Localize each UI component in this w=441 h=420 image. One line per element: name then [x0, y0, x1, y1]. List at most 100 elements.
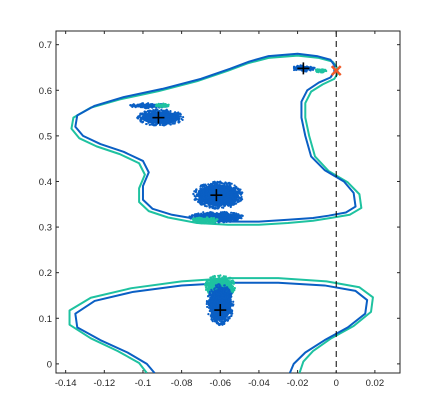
- cluster-point: [204, 183, 207, 186]
- cluster-point: [211, 197, 215, 200]
- cluster-point: [223, 321, 226, 325]
- cluster-point: [204, 281, 208, 285]
- cluster-point: [228, 214, 231, 218]
- cluster-point: [164, 109, 167, 112]
- cluster-point: [221, 214, 224, 217]
- cluster-point: [211, 220, 214, 223]
- point-clusters: [129, 64, 328, 327]
- y-tick-label: 0.5: [39, 131, 52, 142]
- cluster-point: [234, 197, 237, 200]
- cluster-point: [225, 213, 228, 217]
- cluster-point: [216, 214, 219, 217]
- cluster-point: [166, 120, 169, 123]
- cluster-point: [292, 68, 296, 72]
- cluster-point: [232, 218, 235, 221]
- cluster-point: [227, 283, 230, 286]
- cluster-point: [205, 216, 208, 219]
- cluster-point: [211, 320, 214, 323]
- cluster-point: [199, 197, 202, 201]
- cluster-point: [195, 198, 198, 201]
- cluster-point: [228, 220, 232, 223]
- cluster-point: [220, 197, 223, 200]
- cluster-point: [224, 292, 227, 295]
- cluster-point: [230, 282, 233, 285]
- cluster-point: [224, 203, 227, 206]
- cluster-point: [211, 186, 215, 189]
- cluster-point: [218, 214, 222, 218]
- cluster-point: [321, 69, 324, 73]
- cluster-point: [207, 222, 211, 225]
- cluster-point: [208, 291, 211, 294]
- cluster-point: [225, 282, 228, 285]
- cluster-point: [198, 201, 201, 204]
- cluster-point: [226, 190, 229, 193]
- cluster-point: [205, 187, 208, 190]
- cluster-point: [175, 115, 178, 118]
- cluster-point: [164, 102, 167, 106]
- cluster-point: [200, 191, 203, 194]
- cluster-point: [210, 205, 213, 208]
- cluster-point: [214, 310, 217, 313]
- cluster-point: [218, 276, 221, 279]
- cluster-point: [216, 292, 219, 296]
- x-stroke-2: [330, 65, 342, 77]
- cluster-point: [220, 217, 223, 220]
- cluster-point: [203, 220, 206, 223]
- cluster-point: [222, 288, 226, 291]
- cluster-point: [232, 280, 235, 284]
- cluster-point: [221, 295, 225, 299]
- cluster-point: [147, 102, 150, 105]
- cluster-point: [230, 217, 233, 220]
- cluster-point: [233, 200, 237, 203]
- cluster-point: [214, 303, 217, 306]
- cluster-point: [162, 102, 165, 105]
- cluster-point: [235, 199, 238, 202]
- cluster-point: [233, 190, 237, 194]
- cluster-point: [172, 116, 175, 120]
- boundary-curves: [68, 52, 374, 373]
- cluster-point: [163, 124, 166, 127]
- cluster-point: [224, 199, 227, 202]
- cluster-point: [212, 275, 215, 279]
- cluster-point: [205, 205, 208, 208]
- x-tick-label: 0.02: [366, 378, 385, 389]
- cluster-point: [136, 116, 139, 119]
- cluster-point: [232, 215, 235, 218]
- cluster-point: [212, 207, 215, 210]
- cluster-point: [219, 189, 222, 192]
- cluster-point: [215, 289, 218, 292]
- cluster-point: [210, 184, 213, 187]
- cluster-point: [156, 103, 159, 106]
- cluster-point: [227, 290, 230, 293]
- cluster-point: [239, 188, 242, 191]
- cluster-point: [164, 111, 167, 114]
- cluster-point: [174, 120, 177, 123]
- cluster-point: [222, 302, 225, 305]
- cluster-point: [314, 68, 318, 71]
- cluster-point: [199, 185, 202, 188]
- cluster-point: [225, 304, 228, 307]
- cluster-point: [223, 279, 226, 282]
- cluster-point: [160, 108, 163, 112]
- cluster-point: [191, 220, 195, 223]
- cluster-point: [198, 219, 201, 222]
- cluster-point: [223, 218, 226, 221]
- cluster-point: [225, 288, 228, 291]
- y-axis-ticks: 0 0.1 0.2 0.3 0.4 0.5 0.6 0.7: [39, 40, 400, 370]
- cluster-point: [217, 314, 220, 317]
- cluster-point: [214, 278, 217, 281]
- cluster-point: [203, 214, 207, 218]
- cluster-point: [216, 305, 219, 308]
- cluster-point: [227, 317, 230, 320]
- cluster-point: [159, 105, 162, 108]
- cluster-point: [234, 202, 238, 205]
- cluster-point: [223, 212, 226, 215]
- cluster-point: [225, 220, 228, 224]
- cluster-point: [136, 103, 139, 106]
- curve-lower-teal: [68, 277, 374, 373]
- cluster-point: [230, 211, 233, 214]
- cluster-2: [154, 102, 170, 109]
- cluster-point: [231, 191, 234, 194]
- cluster-point: [209, 195, 213, 198]
- cluster-point: [140, 118, 143, 121]
